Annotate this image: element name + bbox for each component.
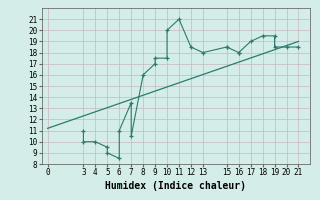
X-axis label: Humidex (Indice chaleur): Humidex (Indice chaleur): [106, 181, 246, 191]
